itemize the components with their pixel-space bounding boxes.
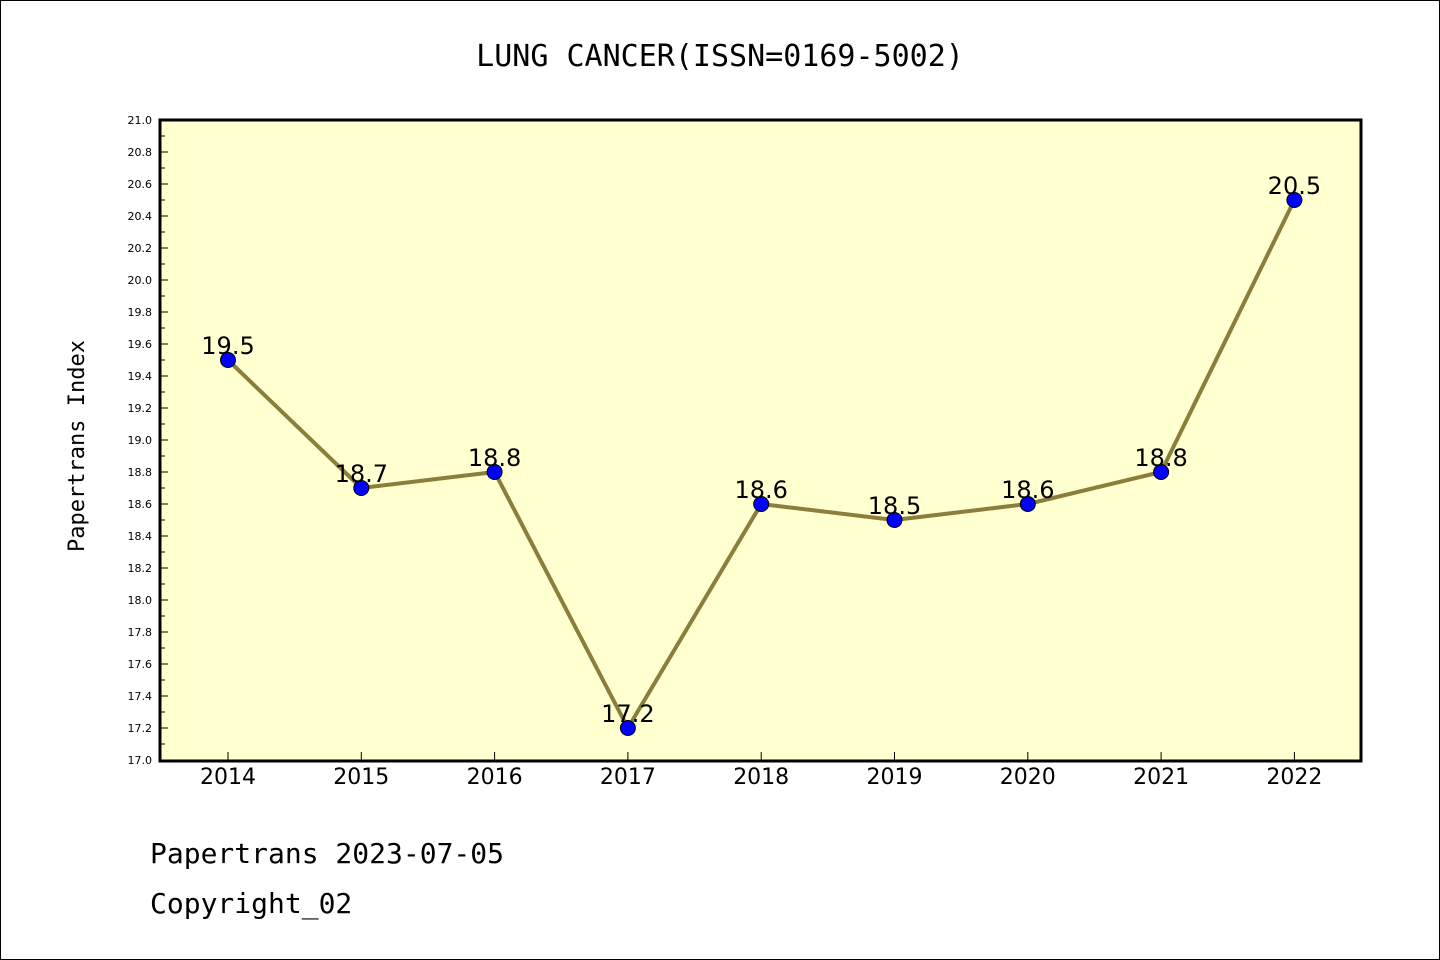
- x-tick-label: 2016: [467, 765, 523, 790]
- data-label-2021: 18.8: [1134, 444, 1187, 472]
- data-point-2017: [619, 720, 636, 736]
- data-label-2014: 19.5: [201, 332, 254, 360]
- data-point-2016: [486, 464, 503, 480]
- y-tick-label: 18.4: [128, 530, 153, 543]
- y-tick-label: 19.4: [128, 370, 153, 383]
- y-tick-label: 18.6: [128, 498, 153, 511]
- x-axis: 2014 2015 2016 2017 2018 2019 2020 2021 2022: [200, 752, 1322, 790]
- data-point-2020: [1019, 496, 1036, 512]
- y-tick-label: 18.8: [128, 466, 153, 479]
- data-label-2022: 20.5: [1268, 172, 1321, 200]
- x-tick-label: 2015: [333, 765, 389, 790]
- chart-title: LUNG CANCER(ISSN=0169-5002): [476, 39, 964, 74]
- x-tick-label: 2014: [200, 765, 256, 790]
- x-tick-label: 2021: [1133, 765, 1189, 790]
- y-tick-label: 18.2: [128, 562, 153, 575]
- y-tick-label: 17.6: [128, 658, 153, 671]
- y-tick-label: 19.8: [128, 306, 153, 319]
- data-label-2016: 18.8: [468, 444, 521, 472]
- x-tick-label: 2022: [1266, 765, 1322, 790]
- y-tick-label: 20.0: [128, 274, 153, 287]
- y-tick-label: 20.8: [128, 146, 153, 159]
- y-tick-label: 17.4: [128, 690, 153, 703]
- y-tick-label: 17.2: [128, 722, 153, 735]
- data-point-2022: [1286, 192, 1303, 208]
- x-tick-label: 2018: [733, 765, 789, 790]
- y-tick-label: 21.0: [128, 114, 153, 127]
- data-point-2018: [753, 496, 770, 512]
- y-tick-label: 18.0: [128, 594, 153, 607]
- y-tick-label: 19.0: [128, 434, 153, 447]
- x-tick-label: 2019: [867, 765, 923, 790]
- y-axis-label: Papertrans Index: [65, 340, 90, 552]
- footer-copyright: Copyright_02: [150, 887, 352, 921]
- data-point-2014: [220, 352, 236, 368]
- data-labels: 19.5 18.7 18.8 17.2 18.6 18.5 18.6 18.8 20.5: [201, 172, 1321, 728]
- data-label-2020: 18.6: [1001, 476, 1054, 504]
- data-point-2021: [1153, 464, 1170, 480]
- data-label-2015: 18.7: [335, 460, 388, 488]
- x-tick-label: 2017: [600, 765, 656, 790]
- y-tick-label: 19.2: [128, 402, 153, 415]
- y-tick-label: 17.8: [128, 626, 153, 639]
- footer-date: Papertrans 2023-07-05: [150, 837, 504, 870]
- plot-area: [158, 118, 1363, 763]
- series-markers: [220, 192, 1303, 736]
- y-tick-label: 17.0: [128, 754, 153, 767]
- x-tick-label: 2020: [1000, 765, 1056, 790]
- y-tick-label: 19.6: [128, 338, 153, 351]
- data-label-2019: 18.5: [868, 492, 921, 520]
- data-label-2018: 18.6: [734, 476, 787, 504]
- data-point-2019: [886, 512, 903, 528]
- y-axis: 17.0 17.2 17.4 17.6 17.8 18.0 18.2 18.4 18.6 18.8…: [128, 114, 168, 767]
- y-tick-label: 20.2: [128, 242, 153, 255]
- data-label-2017: 17.2: [601, 700, 654, 728]
- y-tick-label: 20.6: [128, 178, 153, 191]
- y-tick-label: 20.4: [128, 210, 153, 223]
- data-point-2015: [353, 480, 370, 496]
